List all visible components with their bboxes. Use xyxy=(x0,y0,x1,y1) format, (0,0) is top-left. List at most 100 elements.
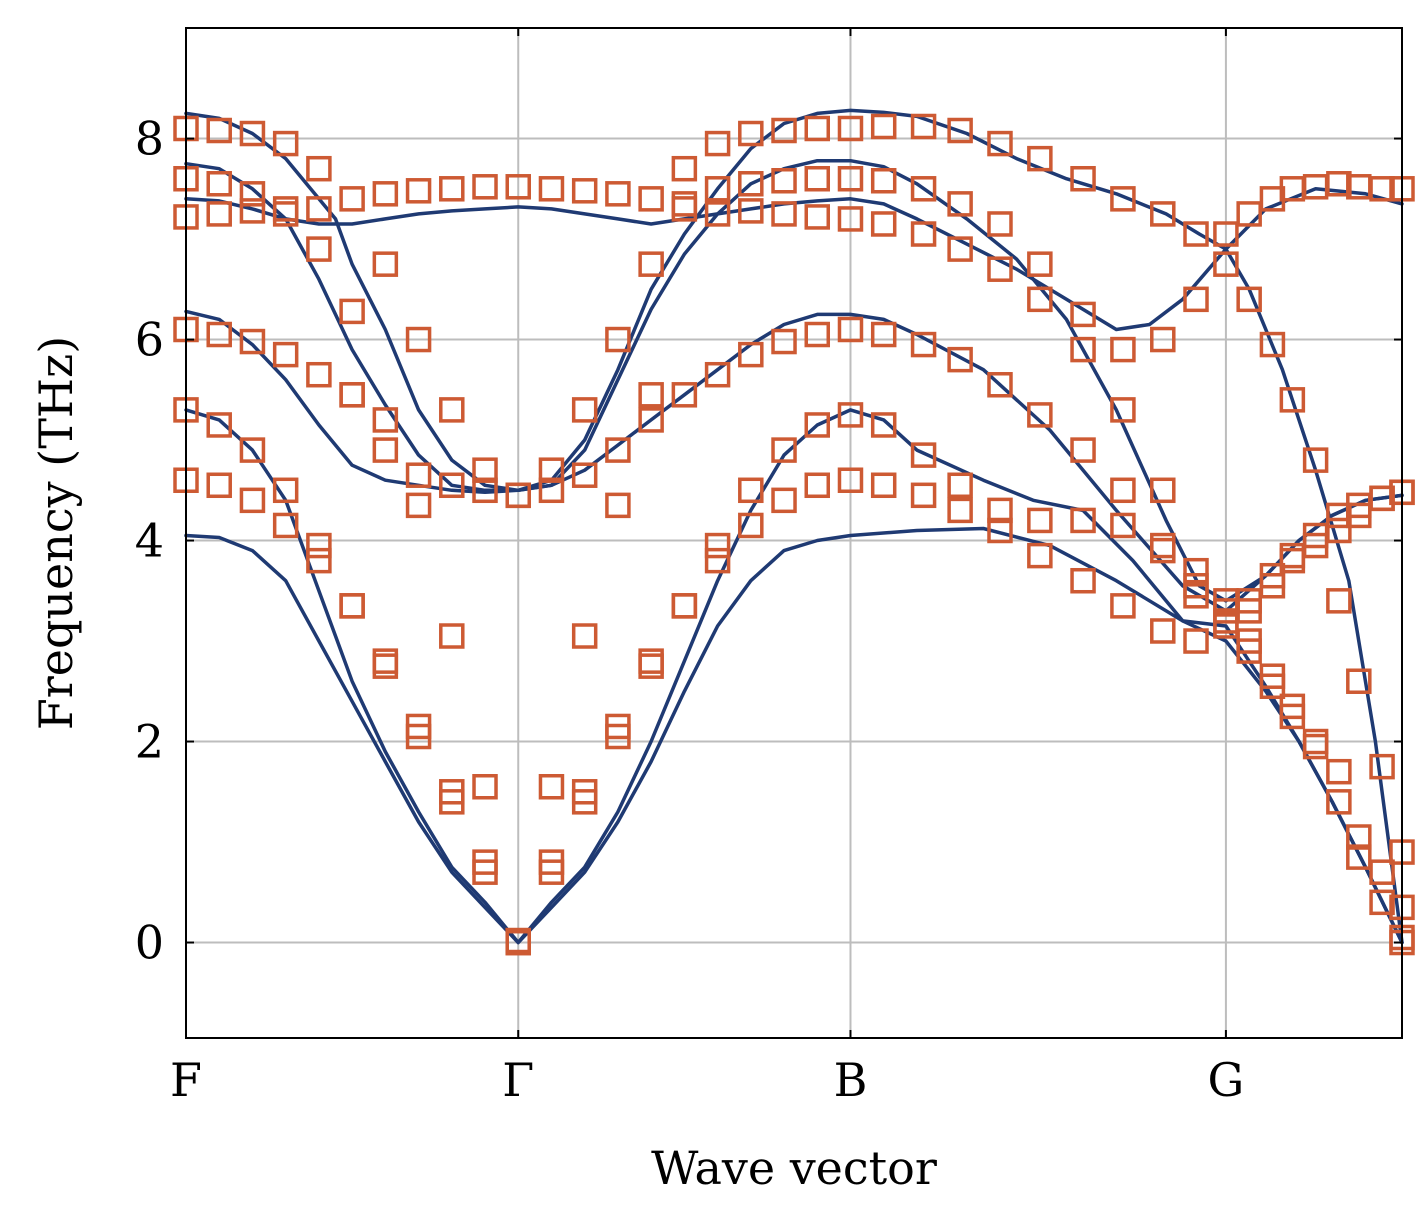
y-tick-label: 6 xyxy=(135,313,164,367)
data-point-marker xyxy=(704,361,731,388)
data-point-marker xyxy=(339,186,365,212)
data-point-marker xyxy=(910,331,937,358)
data-point-marker xyxy=(1369,485,1395,512)
data-point-marker xyxy=(1279,703,1306,730)
data-point-marker xyxy=(405,492,432,519)
data-point-marker xyxy=(671,196,698,222)
data-point-marker xyxy=(439,789,465,815)
data-point-marker xyxy=(1236,201,1262,227)
data-point-marker xyxy=(910,442,937,468)
data-point-marker xyxy=(1070,165,1096,192)
data-point-marker xyxy=(206,201,232,227)
data-point-marker xyxy=(1027,402,1053,428)
data-point-marker xyxy=(1110,336,1136,363)
data-point-marker xyxy=(605,181,631,207)
data-point-marker xyxy=(704,130,731,157)
data-point-marker xyxy=(405,723,432,750)
data-point-marker xyxy=(1346,668,1372,694)
data-point-marker xyxy=(947,497,973,524)
data-point-marker xyxy=(704,201,731,227)
data-point-marker xyxy=(1070,301,1096,328)
data-point-marker xyxy=(1279,387,1306,413)
data-point-marker xyxy=(1346,844,1372,870)
series-line-band-2 xyxy=(184,408,1404,945)
data-point-marker xyxy=(771,487,797,514)
data-point-marker xyxy=(1259,331,1286,358)
data-point-marker xyxy=(405,462,432,488)
data-point-marker xyxy=(771,437,797,463)
data-point-marker xyxy=(1369,889,1395,916)
data-point-marker xyxy=(472,457,498,483)
data-point-marker xyxy=(239,487,266,514)
data-point-marker xyxy=(704,547,731,574)
data-point-marker xyxy=(1326,171,1352,197)
data-point-marker xyxy=(571,397,598,423)
data-point-marker xyxy=(1369,176,1395,202)
data-point-marker xyxy=(1259,673,1286,700)
data-point-marker xyxy=(837,165,864,192)
data-point-marker xyxy=(1070,336,1096,363)
data-point-marker xyxy=(1110,397,1136,423)
data-point-marker xyxy=(1302,174,1329,200)
data-point-marker xyxy=(339,593,365,619)
data-point-marker xyxy=(272,201,299,227)
band-lines xyxy=(184,108,1404,945)
data-point-marker xyxy=(372,437,399,463)
series-line-band-5 xyxy=(184,187,1404,332)
data-point-marker xyxy=(372,653,399,679)
data-point-marker xyxy=(206,472,232,499)
data-point-marker xyxy=(804,412,831,438)
data-point-marker xyxy=(771,201,797,227)
data-point-marker xyxy=(987,211,1013,237)
data-point-marker xyxy=(738,171,764,197)
data-point-marker xyxy=(870,321,897,348)
data-point-marker xyxy=(910,482,937,509)
data-point-marker xyxy=(605,437,631,463)
data-point-marker xyxy=(372,181,399,207)
data-point-marker xyxy=(439,472,465,499)
data-point-marker xyxy=(239,328,266,355)
data-point-marker xyxy=(339,593,365,619)
data-point-marker xyxy=(538,774,565,800)
data-point-marker xyxy=(472,477,498,504)
data-point-marker xyxy=(306,155,332,182)
data-point-marker xyxy=(987,517,1013,544)
data-point-marker xyxy=(1259,573,1286,599)
x-axis-label: Wave vector xyxy=(651,1141,937,1195)
data-point-marker xyxy=(804,165,831,192)
data-point-marker xyxy=(239,198,266,224)
data-point-marker xyxy=(1326,789,1352,815)
data-point-marker xyxy=(1183,557,1209,584)
data-point-marker xyxy=(1302,532,1329,559)
data-point-marker xyxy=(1027,145,1053,172)
data-point-marker xyxy=(910,221,937,247)
data-point-marker xyxy=(1302,733,1329,760)
data-point-marker xyxy=(239,437,266,463)
data-point-marker xyxy=(306,196,332,222)
data-point-marker xyxy=(605,723,631,750)
data-point-marker xyxy=(671,593,698,619)
data-point-marker xyxy=(272,512,299,539)
data-point-marker xyxy=(837,402,864,428)
data-point-marker xyxy=(239,120,266,147)
data-point-marker xyxy=(638,653,664,679)
data-point-marker xyxy=(771,117,797,144)
data-point-marker xyxy=(987,497,1013,524)
data-point-marker xyxy=(1070,567,1096,594)
data-point-marker xyxy=(306,547,332,574)
data-point-marker xyxy=(472,859,498,885)
data-point-marker xyxy=(1027,251,1053,277)
data-point-marker xyxy=(571,623,598,649)
data-point-marker xyxy=(1236,598,1262,624)
data-point-marker xyxy=(804,204,831,230)
data-point-marker xyxy=(671,382,698,408)
data-point-marker xyxy=(472,174,498,200)
data-point-marker xyxy=(638,251,664,277)
data-point-marker xyxy=(605,326,631,353)
data-point-marker xyxy=(272,341,299,368)
data-point-marker xyxy=(1150,326,1176,353)
data-point-marker xyxy=(505,927,531,954)
data-point-marker xyxy=(339,382,365,408)
data-point-marker xyxy=(987,256,1013,282)
data-point-marker xyxy=(372,251,399,277)
